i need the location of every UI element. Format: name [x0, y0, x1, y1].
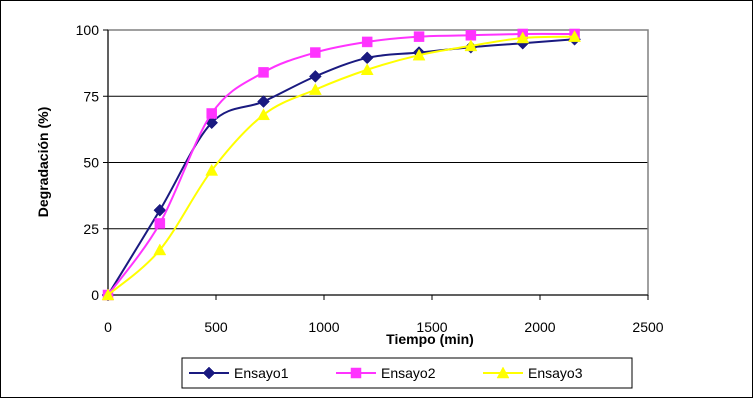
data-point: [464, 39, 478, 52]
data-point: [412, 48, 426, 61]
data-point: [257, 95, 270, 108]
x-tick-label: 2500: [632, 319, 663, 335]
legend-swatch-marker: [496, 366, 510, 379]
data-point: [310, 47, 321, 58]
series-line: [107, 35, 575, 296]
data-point: [308, 83, 322, 95]
legend-label: Ensayo1: [234, 365, 289, 381]
data-point: [153, 243, 167, 256]
y-tick-label: 25: [83, 221, 99, 237]
x-tick-label: 500: [204, 319, 228, 335]
data-point: [465, 30, 477, 41]
y-axis-title: Degradación (%): [35, 107, 51, 217]
legend-label: Ensayo3: [528, 365, 583, 381]
legend-box: [181, 357, 633, 389]
data-point: [153, 203, 167, 217]
legend-item: Ensayo3: [483, 365, 583, 381]
series-ensayo3: [101, 30, 581, 301]
data-point: [154, 218, 166, 229]
series-ensayo1: [101, 32, 581, 302]
grid: [108, 95, 648, 230]
legend-label: Ensayo2: [381, 365, 436, 381]
x-axis-title: Tiempo (min): [386, 331, 474, 347]
data-point: [360, 63, 374, 75]
data-point: [258, 67, 269, 78]
data-point: [101, 288, 115, 301]
legend: Ensayo1 Ensayo2 Ensayo3: [181, 357, 633, 389]
series-line: [107, 38, 575, 296]
data-point: [309, 70, 322, 83]
data-point: [568, 30, 581, 42]
x-tick-label: 2000: [524, 319, 555, 335]
data-point: [516, 31, 530, 44]
legend-swatch-marker: [350, 367, 362, 379]
series: [101, 28, 581, 302]
legend-swatch-marker: [202, 366, 216, 380]
x-tick-label: 1500: [416, 319, 447, 335]
y-tick-label: 50: [83, 155, 99, 171]
data-point: [206, 108, 217, 119]
x-tick-label: 1000: [308, 319, 339, 335]
y-tick-label: 0: [91, 287, 99, 303]
legend-item: Ensayo2: [336, 365, 436, 381]
legend-item: Ensayo1: [189, 365, 289, 381]
x-tick-label: 0: [104, 319, 112, 335]
y-tick-label: 75: [83, 88, 99, 104]
data-point: [361, 36, 373, 48]
y-tick-label: 100: [76, 22, 100, 38]
data-point: [413, 31, 425, 42]
data-point: [257, 108, 270, 121]
data-point: [205, 163, 219, 176]
